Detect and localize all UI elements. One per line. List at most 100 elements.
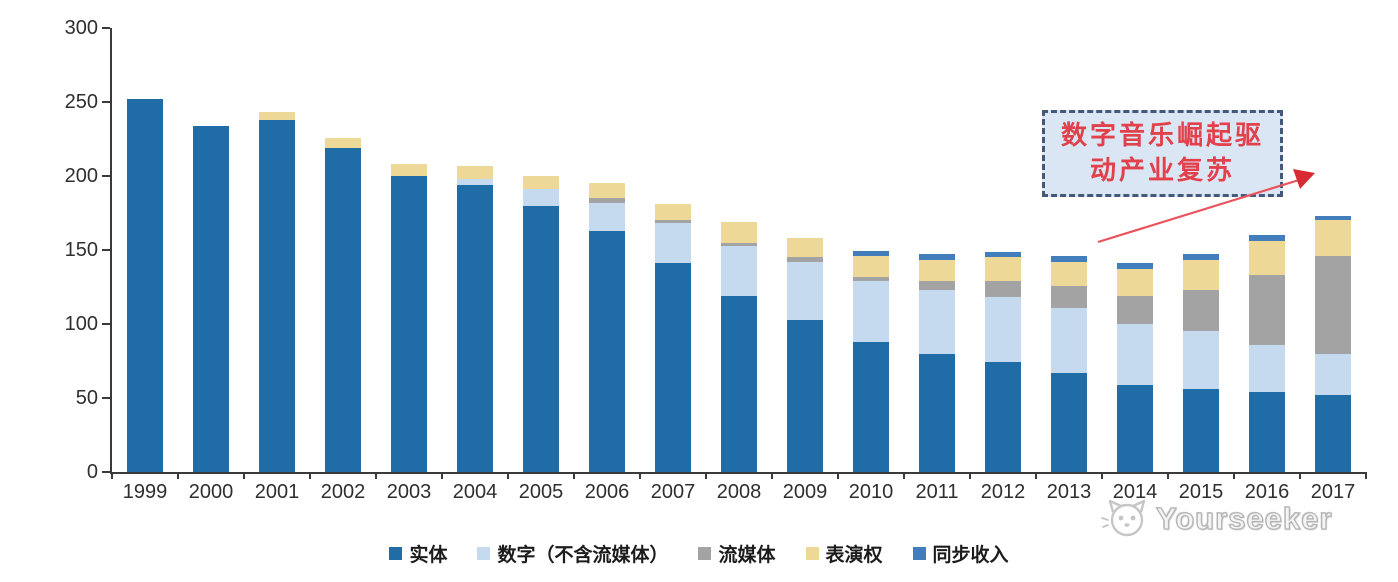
x-axis-label: 2013 — [1046, 481, 1092, 503]
bar-segment — [985, 362, 1021, 472]
y-axis-tick — [102, 249, 110, 251]
y-axis-tick — [102, 397, 110, 399]
y-axis-tick — [102, 101, 110, 103]
bar-segment — [1183, 260, 1219, 290]
x-axis-label: 2002 — [320, 481, 366, 503]
bar-segment — [787, 261, 823, 320]
bar-segment — [853, 281, 889, 342]
bar-segment — [853, 276, 889, 282]
bar-segment — [655, 223, 691, 264]
x-axis-tick — [177, 472, 179, 479]
bar-segment — [589, 230, 625, 472]
bar-segment — [1315, 215, 1351, 221]
x-axis-label: 2001 — [254, 481, 300, 503]
bar-segment — [985, 257, 1021, 282]
bar-segment — [523, 176, 559, 190]
cat-face-logo-icon — [1101, 499, 1146, 537]
bar-segment — [325, 147, 361, 472]
bar-segment — [721, 221, 757, 243]
legend-item: 实体 — [389, 540, 447, 567]
bar-segment — [853, 251, 889, 256]
bar-segment — [457, 178, 493, 185]
watermark: Yourseeker — [1100, 496, 1333, 542]
x-axis-tick — [639, 472, 641, 479]
bar-segment — [721, 295, 757, 472]
bar-segment — [1249, 344, 1285, 393]
watermark-text: Yourseeker — [1155, 500, 1333, 536]
legend-swatch — [805, 547, 819, 560]
legend-item: 流媒体 — [698, 540, 776, 567]
bar-segment — [655, 220, 691, 224]
x-axis-tick — [573, 472, 575, 479]
x-axis-tick — [309, 472, 311, 479]
bar-segment — [787, 257, 823, 262]
x-axis-tick — [1233, 472, 1235, 479]
legend-label: 实体 — [409, 545, 448, 566]
bar-segment — [1249, 235, 1285, 242]
legend-swatch — [912, 547, 926, 560]
bar-segment — [1117, 263, 1153, 270]
legend-label: 流媒体 — [718, 545, 776, 566]
bar-segment — [259, 112, 295, 120]
bar-segment — [589, 183, 625, 199]
bar-segment — [1183, 289, 1219, 332]
bar-segment — [655, 204, 691, 221]
bar-segment — [787, 319, 823, 472]
annotation-text-line2: 动产业复苏 — [1089, 155, 1235, 186]
x-axis-tick — [837, 472, 839, 479]
x-axis-label: 2016 — [1244, 481, 1290, 503]
x-axis-tick — [771, 472, 773, 479]
x-axis-label: 2000 — [188, 481, 234, 503]
bar-segment — [853, 255, 889, 277]
bar-segment — [259, 119, 295, 472]
bar-segment — [919, 281, 955, 290]
x-axis-label: 2012 — [980, 481, 1026, 503]
legend-item: 数字（不含流媒体） — [477, 540, 668, 567]
y-axis-label: 200 — [64, 165, 98, 187]
x-axis-label: 2014 — [1112, 481, 1158, 503]
y-axis-label: 100 — [64, 313, 98, 335]
y-axis-label: 50 — [75, 387, 98, 409]
bar-segment — [1183, 254, 1219, 261]
bar-segment — [1051, 261, 1087, 286]
y-axis-tick — [102, 175, 110, 177]
x-axis-tick — [1365, 472, 1367, 479]
y-axis-tick — [102, 27, 110, 29]
y-axis-label: 150 — [64, 239, 98, 261]
bar-segment — [127, 99, 163, 472]
bar-segment — [523, 189, 559, 206]
x-axis-label: 2004 — [452, 481, 498, 503]
x-axis-tick — [1299, 472, 1301, 479]
x-axis-tick — [441, 472, 443, 479]
legend-label: 同步收入 — [932, 545, 1009, 566]
y-axis-label: 300 — [64, 17, 98, 39]
y-axis-label: 0 — [86, 461, 98, 483]
bar-segment — [853, 341, 889, 472]
bar-segment — [1051, 372, 1087, 472]
legend-swatch — [389, 547, 403, 560]
bar-segment — [1249, 392, 1285, 472]
bar-segment — [655, 263, 691, 472]
bar-segment — [721, 242, 757, 246]
bar-segment — [391, 164, 427, 176]
bar-segment — [391, 176, 427, 472]
bar-segment — [1051, 307, 1087, 373]
bar-segment — [721, 245, 757, 296]
bar-segment — [457, 165, 493, 179]
y-axis-tick — [102, 323, 110, 325]
x-axis-label: 2007 — [650, 481, 696, 503]
bar-segment — [1315, 255, 1351, 354]
x-axis-tick — [969, 472, 971, 479]
chart-legend: 实体 数字（不含流媒体） 流媒体 表演权 同步收入 — [0, 540, 1398, 567]
legend-item: 表演权 — [805, 540, 883, 567]
bar-segment — [457, 184, 493, 472]
plot-area: 1999 2000 2001 2002 2003 2004 2005 2006 2007 2008… — [102, 27, 1367, 503]
legend-swatch — [477, 547, 491, 560]
legend-label: 表演权 — [825, 545, 883, 566]
bar-segment — [1051, 285, 1087, 308]
bar-segment — [1117, 269, 1153, 296]
bar-segment — [1183, 331, 1219, 390]
bar-segment — [985, 297, 1021, 363]
x-axis-tick — [111, 472, 113, 479]
x-axis-tick — [375, 472, 377, 479]
